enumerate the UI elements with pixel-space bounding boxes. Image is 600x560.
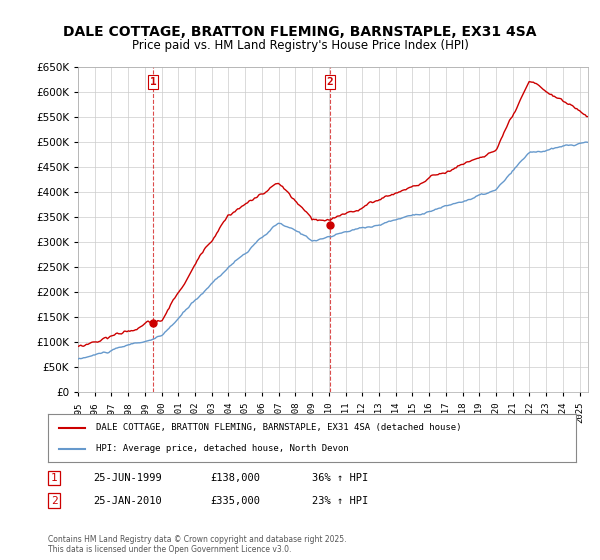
Text: DALE COTTAGE, BRATTON FLEMING, BARNSTAPLE, EX31 4SA (detached house): DALE COTTAGE, BRATTON FLEMING, BARNSTAPL… [95,423,461,432]
Text: 25-JAN-2010: 25-JAN-2010 [93,496,162,506]
Text: 23% ↑ HPI: 23% ↑ HPI [312,496,368,506]
Text: 36% ↑ HPI: 36% ↑ HPI [312,473,368,483]
Text: £335,000: £335,000 [210,496,260,506]
Text: 2: 2 [50,496,58,506]
Text: 1: 1 [50,473,58,483]
Text: 2: 2 [326,77,334,87]
Text: DALE COTTAGE, BRATTON FLEMING, BARNSTAPLE, EX31 4SA: DALE COTTAGE, BRATTON FLEMING, BARNSTAPL… [63,25,537,39]
Text: 1: 1 [149,77,156,87]
Text: 25-JUN-1999: 25-JUN-1999 [93,473,162,483]
Text: Price paid vs. HM Land Registry's House Price Index (HPI): Price paid vs. HM Land Registry's House … [131,39,469,52]
Text: £138,000: £138,000 [210,473,260,483]
Text: HPI: Average price, detached house, North Devon: HPI: Average price, detached house, Nort… [95,444,348,453]
Text: Contains HM Land Registry data © Crown copyright and database right 2025.
This d: Contains HM Land Registry data © Crown c… [48,535,347,554]
